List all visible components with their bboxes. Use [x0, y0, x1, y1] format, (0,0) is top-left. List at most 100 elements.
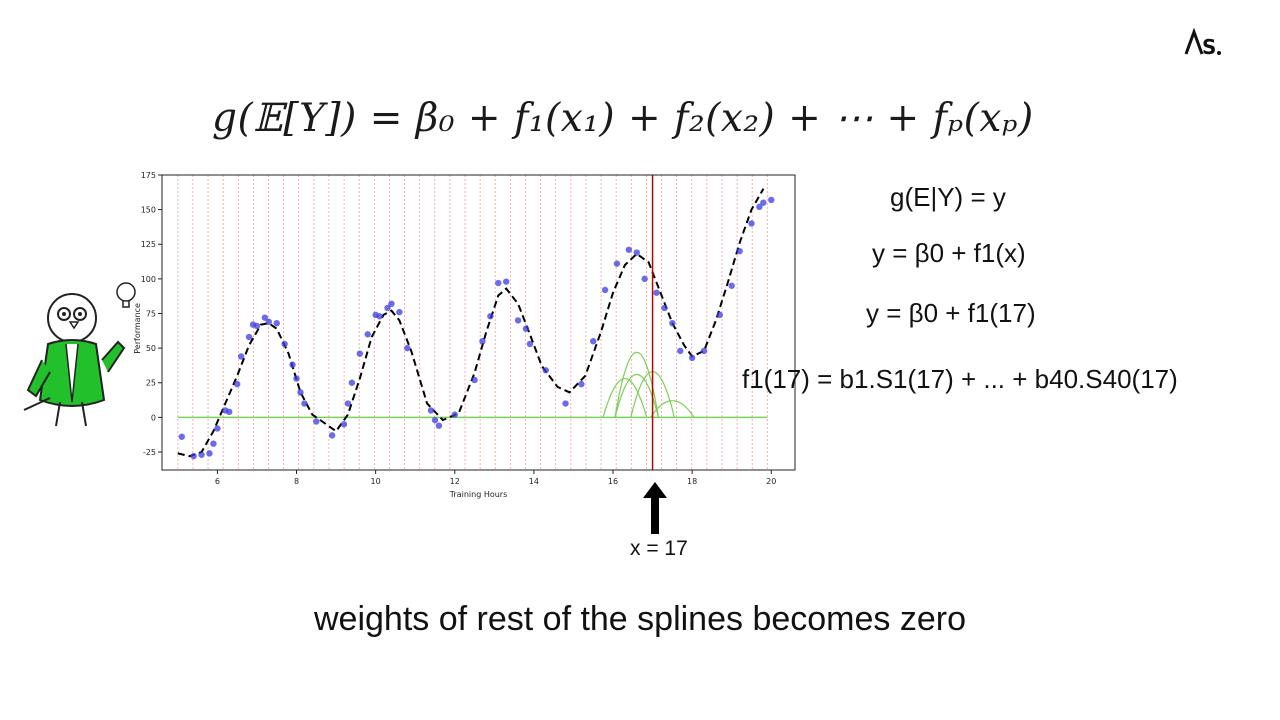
data-point [356, 350, 364, 357]
knot-lines [177, 175, 768, 470]
data-point [748, 220, 755, 227]
data-point [716, 311, 724, 319]
data-point [190, 452, 197, 460]
data-point [344, 400, 352, 407]
data-point [431, 416, 439, 424]
data-point [522, 325, 530, 332]
data-point [625, 246, 633, 253]
data-point [281, 340, 288, 348]
x-tick-label: 8 [294, 477, 299, 486]
x-tick-label: 16 [608, 477, 618, 486]
data-point [210, 440, 217, 447]
data-point [253, 322, 261, 330]
data-point [688, 354, 696, 362]
y-tick-label: 125 [141, 240, 156, 249]
data-point [700, 347, 708, 355]
x-value-label: x = 17 [630, 537, 688, 560]
data-point [233, 380, 241, 388]
basis-splines [177, 351, 768, 419]
data-point [427, 407, 435, 414]
basis-spline [614, 351, 660, 418]
y-tick-label: 25 [146, 379, 156, 388]
data-point [728, 282, 735, 289]
equation-model: y = β0 + f1(x) [872, 238, 1026, 268]
data-point [451, 411, 458, 418]
spline-chart: 6 8 10 12 14 16 18 20 -25 0 25 50 75 100 125 150 175 Trai… [130, 168, 810, 500]
fit-curve [177, 188, 765, 458]
x-tick-label: 14 [529, 477, 539, 486]
fitted-curve [177, 188, 765, 458]
data-point [313, 418, 320, 425]
data-point [487, 313, 494, 320]
x-tick-label: 20 [766, 477, 776, 486]
data-point [214, 425, 221, 432]
data-point [661, 304, 668, 312]
data-point [376, 313, 383, 320]
data-point [206, 450, 213, 457]
data-point [435, 422, 443, 429]
data-points [178, 196, 775, 460]
brand-logo: S [1182, 26, 1226, 60]
y-tick-label: 150 [141, 206, 156, 215]
up-arrow-icon [643, 482, 667, 534]
data-point [404, 344, 411, 352]
data-point [495, 279, 502, 287]
x-tick-label: 10 [371, 477, 381, 486]
y-tick-label: 75 [146, 309, 156, 318]
data-point [669, 319, 676, 327]
data-point [340, 421, 348, 428]
data-point [601, 286, 609, 294]
gam-formula: g(𝔼[Y]) = β₀ + f₁(x₁) + f₂(x₂) + ⋯ + fₚ(… [212, 96, 1034, 141]
basis-spline [602, 377, 648, 418]
data-point [297, 389, 304, 396]
data-point [756, 203, 763, 211]
x-tick-label: 12 [450, 477, 460, 486]
axes: 6 8 10 12 14 16 18 20 -25 0 25 50 75 100 125 150 175 Trai… [133, 171, 776, 499]
y-tick-label: 100 [141, 275, 156, 284]
data-point [736, 247, 743, 255]
data-point [590, 337, 597, 345]
data-point [226, 408, 233, 416]
data-point [237, 353, 245, 360]
data-point [613, 260, 621, 267]
equation-spline-sum: f1(17) = b1.S1(17) + ... + b40.S40(17) [742, 364, 1178, 394]
basis-spline [650, 400, 695, 418]
data-point [293, 375, 300, 382]
formula-rhs: = β₀ + f₁(x₁) + f₂(x₂) + ⋯ + fₚ(xₚ) [369, 96, 1034, 141]
data-point [289, 361, 296, 368]
data-point [178, 433, 185, 440]
data-point [261, 314, 269, 321]
data-point [562, 400, 569, 407]
data-point [641, 275, 648, 283]
plot-frame [161, 174, 796, 471]
data-point [198, 451, 205, 458]
data-point [514, 317, 522, 324]
data-point [384, 304, 391, 312]
data-point [301, 400, 308, 407]
formula-lhs: g(𝔼[Y]) [212, 96, 357, 141]
x-axis-label: Training Hours [449, 490, 508, 499]
data-point [502, 278, 510, 285]
y-tick-label: 50 [146, 344, 156, 353]
y-axis-label: Performance [133, 303, 142, 354]
equation-at-17: y = β0 + f1(17) [866, 298, 1036, 328]
data-point [526, 340, 534, 348]
owl-mascot-illustration [20, 280, 150, 440]
data-point [677, 347, 684, 355]
basis-spline [614, 373, 660, 418]
y-tick-label: 175 [141, 171, 156, 180]
y-tick-label: -25 [143, 448, 156, 457]
data-point [471, 376, 478, 384]
data-point [388, 300, 395, 308]
data-point [328, 432, 336, 439]
data-point [578, 380, 585, 388]
data-point [633, 249, 640, 256]
data-point [768, 196, 775, 204]
data-point [245, 333, 253, 341]
data-point [542, 367, 549, 374]
data-point [760, 199, 767, 206]
data-point [273, 319, 280, 327]
data-point [364, 331, 371, 338]
svg-text:S: S [1202, 35, 1216, 59]
y-tick-label: 0 [151, 413, 156, 422]
